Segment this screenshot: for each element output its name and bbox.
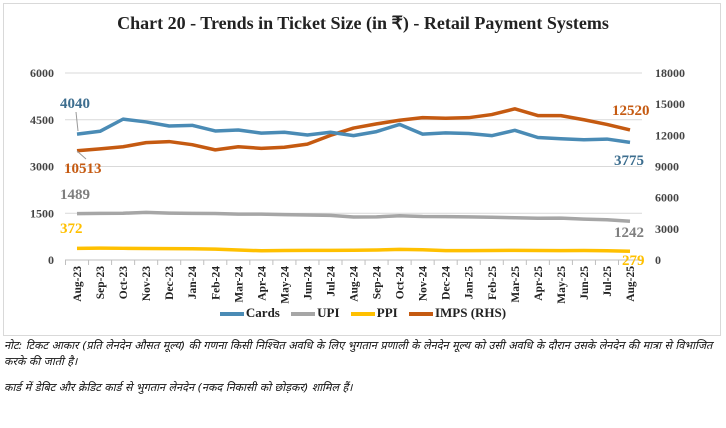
data-label: 10513 [64, 161, 102, 177]
x-tick-label: Feb-25 [487, 266, 499, 300]
note-text: नोट: टिकट आकार (प्रति लेनदेन औसत मूल्य) … [4, 339, 713, 368]
y-tick-label: 4500 [30, 113, 54, 127]
legend-item-upi: UPI [291, 305, 340, 321]
x-tick-label: Mar-25 [510, 266, 522, 303]
x-tick-label: Sep-24 [372, 266, 384, 299]
x-tick-label: Dec-23 [164, 266, 176, 300]
x-tick-label: Feb-24 [210, 266, 222, 300]
x-tick-label: May-24 [279, 266, 291, 304]
y-tick-label: 1500 [30, 206, 54, 220]
chart-title: Chart 20 - Trends in Ticket Size (in ₹) … [117, 13, 609, 33]
x-tick-label: Dec-24 [441, 266, 453, 300]
legend-label: UPI [317, 305, 340, 320]
y2-tick-label: 3000 [655, 222, 679, 236]
y-tick-label: 3000 [30, 160, 54, 174]
legend-item-imps: IMPS (RHS) [408, 305, 507, 321]
x-tick-label: Jan-25 [464, 266, 476, 299]
y2-tick-label: 6000 [655, 191, 679, 205]
series-line-imps [76, 107, 631, 153]
x-tick-label: Sep-23 [95, 266, 107, 299]
x-tick-label: Jan-24 [187, 266, 199, 299]
x-tick-label: Nov-24 [418, 266, 430, 301]
legend-label: IMPS (RHS) [434, 305, 507, 320]
chart-frame [3, 3, 721, 336]
legend-item-ppi: PPI [350, 305, 398, 321]
legend-label: PPI [376, 305, 398, 320]
y-tick-label: 6000 [30, 66, 54, 80]
x-tick-label: Apr-25 [533, 266, 545, 301]
data-label: 3775 [614, 153, 644, 169]
y2-tick-label: 18000 [655, 66, 685, 80]
y-tick-label: 0 [48, 253, 54, 267]
leader-line [76, 150, 87, 160]
x-tick-label: Mar-24 [233, 266, 245, 303]
y2-tick-label: 15000 [655, 97, 685, 111]
series-line-ppi [76, 246, 631, 254]
data-label: 1242 [614, 225, 644, 241]
x-tick-label: Jun-24 [302, 266, 314, 300]
y2-tick-label: 12000 [655, 128, 685, 142]
leader-line [75, 111, 79, 132]
legend-label: Cards [245, 305, 280, 320]
x-tick-label: Aug-23 [72, 266, 84, 302]
y2-tick-label: 0 [655, 253, 661, 267]
legend: Cards UPI PPI IMPS (RHS) [0, 305, 726, 321]
data-label: 1489 [60, 187, 90, 203]
y2-tick-label: 9000 [655, 160, 679, 174]
x-tick-label: Aug-24 [349, 266, 361, 302]
x-tick-label: Oct-24 [395, 266, 407, 299]
data-label: 279 [622, 253, 645, 269]
x-tick-label: Jul-24 [325, 266, 337, 297]
x-tick-label: Jun-25 [579, 266, 591, 300]
x-tick-label: Aug-25 [625, 266, 637, 302]
x-tick-label: May-25 [556, 266, 568, 304]
note-cards-text: कार्ड में डेबिट और क्रेडिट कार्ड से भुगत… [4, 381, 353, 394]
x-tick-label: Nov-23 [141, 266, 153, 301]
data-label: 12520 [612, 103, 650, 119]
x-tick-label: Jul-25 [602, 266, 614, 297]
line-chart: 0 1500 3000 4500 6000 0 3000 6000 9000 12000 15000… [30, 66, 685, 304]
x-tick-label: Oct-23 [118, 266, 130, 299]
series-line-cards [76, 117, 631, 145]
data-label: 372 [60, 221, 83, 237]
x-tick-label: Apr-24 [256, 266, 268, 301]
legend-item-cards: Cards [219, 305, 280, 321]
data-label: 4040 [60, 96, 90, 112]
